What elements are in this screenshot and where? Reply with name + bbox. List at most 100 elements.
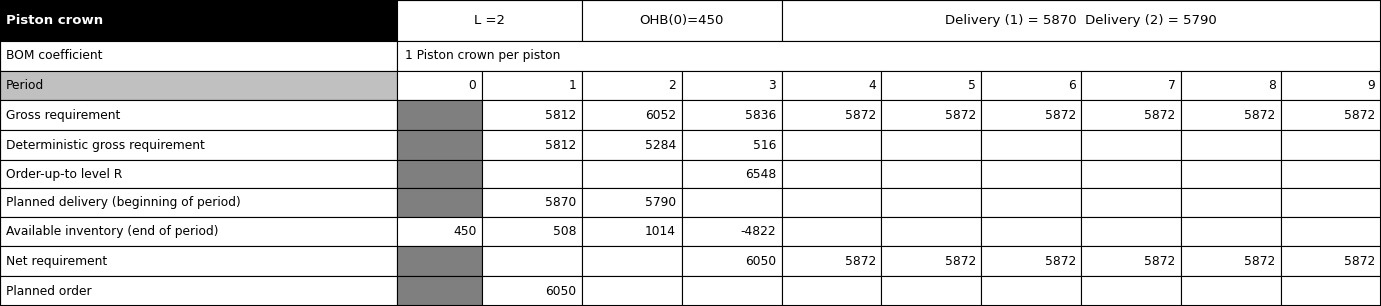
Text: 0: 0: [468, 79, 476, 92]
Bar: [982, 100, 1081, 130]
Bar: [0, 188, 396, 217]
Text: 6050: 6050: [545, 285, 576, 298]
Bar: [1081, 160, 1181, 188]
Text: Available inventory (end of period): Available inventory (end of period): [6, 225, 218, 238]
Text: 450: 450: [453, 225, 476, 238]
Bar: [581, 71, 682, 100]
Bar: [581, 160, 682, 188]
Bar: [782, 71, 881, 100]
Bar: [682, 246, 782, 276]
Bar: [1081, 100, 1181, 130]
Bar: [982, 246, 1081, 276]
Text: Net requirement: Net requirement: [6, 255, 106, 268]
Bar: [0, 217, 396, 246]
Text: Order-up-to level R: Order-up-to level R: [6, 168, 122, 181]
Bar: [682, 276, 782, 306]
Text: 6050: 6050: [744, 255, 776, 268]
Text: 1: 1: [569, 79, 576, 92]
Bar: [1282, 130, 1381, 160]
Bar: [482, 130, 581, 160]
Text: 6: 6: [1068, 79, 1076, 92]
Bar: [581, 276, 682, 306]
Text: 5836: 5836: [744, 109, 776, 122]
Bar: [682, 100, 782, 130]
Text: 6548: 6548: [744, 168, 776, 181]
Text: 8: 8: [1268, 79, 1276, 92]
Bar: [0, 0, 396, 41]
Bar: [1181, 160, 1282, 188]
Text: 516: 516: [753, 139, 776, 152]
Bar: [581, 130, 682, 160]
Bar: [881, 130, 982, 160]
Bar: [982, 188, 1081, 217]
Text: 5872: 5872: [1044, 255, 1076, 268]
Bar: [682, 160, 782, 188]
Bar: [1181, 276, 1282, 306]
Text: 5872: 5872: [945, 255, 976, 268]
Bar: [1282, 276, 1381, 306]
Text: 5: 5: [968, 79, 976, 92]
Bar: [982, 276, 1081, 306]
Bar: [0, 41, 396, 71]
Text: Deterministic gross requirement: Deterministic gross requirement: [6, 139, 204, 152]
Text: 2: 2: [668, 79, 677, 92]
Bar: [982, 130, 1081, 160]
Bar: [1181, 246, 1282, 276]
Bar: [482, 217, 581, 246]
Bar: [1081, 246, 1181, 276]
Text: Gross requirement: Gross requirement: [6, 109, 120, 122]
Bar: [881, 188, 982, 217]
Text: 3: 3: [768, 79, 776, 92]
Bar: [982, 71, 1081, 100]
Text: 5872: 5872: [1344, 109, 1375, 122]
Text: 5872: 5872: [945, 109, 976, 122]
Bar: [1282, 160, 1381, 188]
Text: 5812: 5812: [545, 139, 576, 152]
Bar: [0, 71, 396, 100]
Text: 5872: 5872: [1344, 255, 1375, 268]
Bar: [1181, 130, 1282, 160]
Bar: [482, 246, 581, 276]
Bar: [881, 100, 982, 130]
Text: 5284: 5284: [645, 139, 677, 152]
Bar: [581, 0, 782, 41]
Text: 4: 4: [869, 79, 876, 92]
Bar: [782, 217, 881, 246]
Bar: [782, 0, 1381, 41]
Bar: [482, 100, 581, 130]
Bar: [482, 71, 581, 100]
Bar: [1081, 188, 1181, 217]
Bar: [1282, 100, 1381, 130]
Text: L =2: L =2: [474, 14, 504, 27]
Text: 9: 9: [1367, 79, 1375, 92]
Bar: [881, 217, 982, 246]
Bar: [881, 246, 982, 276]
Text: -4822: -4822: [740, 225, 776, 238]
Bar: [396, 0, 581, 41]
Text: BOM coefficient: BOM coefficient: [6, 49, 102, 62]
Bar: [0, 246, 396, 276]
Bar: [1282, 217, 1381, 246]
Text: Planned delivery (beginning of period): Planned delivery (beginning of period): [6, 196, 240, 209]
Bar: [682, 130, 782, 160]
Text: Planned order: Planned order: [6, 285, 91, 298]
Bar: [1282, 246, 1381, 276]
Bar: [1282, 188, 1381, 217]
Bar: [0, 130, 396, 160]
Bar: [881, 71, 982, 100]
Bar: [682, 217, 782, 246]
Bar: [0, 100, 396, 130]
Bar: [581, 100, 682, 130]
Text: 5872: 5872: [845, 255, 876, 268]
Bar: [482, 188, 581, 217]
Bar: [396, 246, 482, 276]
Text: 5872: 5872: [1044, 109, 1076, 122]
Bar: [682, 71, 782, 100]
Bar: [782, 276, 881, 306]
Bar: [1081, 276, 1181, 306]
Bar: [581, 217, 682, 246]
Bar: [1181, 217, 1282, 246]
Bar: [881, 160, 982, 188]
Text: 5872: 5872: [845, 109, 876, 122]
Text: 508: 508: [552, 225, 576, 238]
